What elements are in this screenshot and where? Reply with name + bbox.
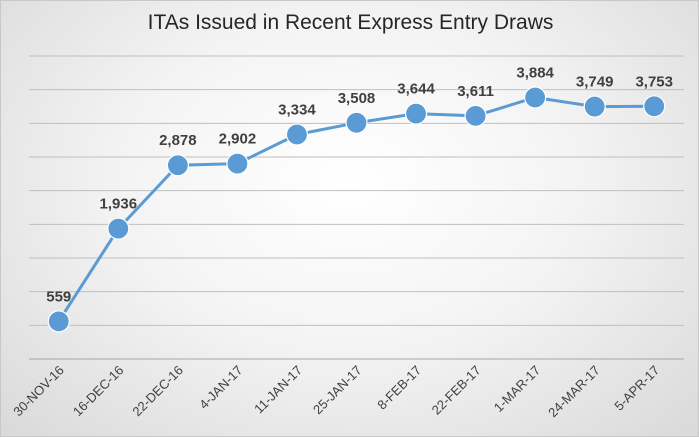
data-labels: 559 1,936 2,878 2,902 3,334 3,508 3,644 3,611 3,… [46,64,673,305]
data-point [404,102,428,125]
data-points [47,86,666,333]
x-tick-label: 22-FEB-17 [429,363,484,418]
x-tick-label: 4-JAN-17 [196,363,245,412]
data-label: 3,749 [576,74,614,91]
x-tick-label: 16-DEC-16 [70,363,127,420]
data-point [583,95,606,118]
data-point [464,104,487,127]
data-point [226,152,249,175]
data-label: 3,611 [457,83,494,100]
x-tick-label: 30-NOV-16 [10,363,67,420]
x-tick-label: 11-JAN-17 [251,363,305,417]
data-label: 1,936 [100,196,138,213]
data-label: 2,902 [219,131,257,148]
data-point [643,95,666,118]
x-tick-label: 1-MAR-17 [491,363,544,416]
data-label: 559 [46,288,71,305]
x-tick-label: 5-APR-17 [611,363,662,414]
data-label: 3,508 [338,90,376,107]
data-label: 3,644 [397,81,435,98]
data-label: 3,753 [635,73,673,90]
x-axis-tick-labels: 30-NOV-16 16-DEC-16 22-DEC-16 4-JAN-17 11-JA… [10,363,662,421]
gridlines [29,55,684,360]
data-point [166,154,189,177]
x-tick-label: 25-JAN-17 [310,363,365,418]
data-label: 3,334 [278,102,316,119]
chart-title: ITAs Issued in Recent Express Entry Draw… [147,11,554,34]
data-label: 3,884 [516,64,554,81]
data-point [47,310,70,333]
x-tick-label: 24-MAR-17 [545,363,603,421]
data-point [285,123,309,146]
data-point [107,217,130,240]
x-tick-label: 8-FEB-17 [374,363,424,413]
x-tick-label: 22-DEC-16 [129,363,186,420]
data-point [524,86,547,109]
data-point [345,111,368,134]
data-label: 2,878 [159,132,197,149]
